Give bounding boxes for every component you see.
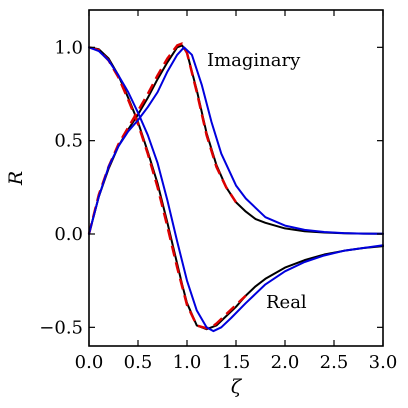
y-tick-label: 1.0 — [54, 37, 83, 58]
series-layer — [87, 42, 384, 333]
x-tick-label: 0.0 — [75, 352, 104, 373]
series-line-5 — [88, 46, 384, 333]
series-line-6 — [88, 46, 384, 235]
plot-frame — [88, 9, 384, 347]
x-tick-label: 2.5 — [320, 352, 349, 373]
annotation-imaginary: Imaginary — [207, 50, 301, 71]
annotation-real: Real — [266, 292, 307, 313]
y-tick-label: 0.0 — [54, 224, 83, 245]
y-tick-label: 0.5 — [54, 131, 83, 152]
y-axis-label: R — [5, 171, 27, 186]
plot-background — [89, 10, 383, 346]
x-tick-label: 3.0 — [369, 352, 398, 373]
series-line-2 — [88, 44, 384, 235]
x-axis-label: ζ — [231, 376, 243, 398]
x-tick-label: 1.0 — [173, 352, 202, 373]
x-tick-label: 1.5 — [222, 352, 251, 373]
x-tick-label: 2.0 — [271, 352, 300, 373]
y-tick-label: −0.5 — [39, 317, 83, 338]
ticks-layer: 0.0 0.5 1.0 1.5 2.0 2.5 3.0 −0.5 0.0 0.5 1.0 — [39, 10, 397, 373]
x-tick-label: 0.5 — [124, 352, 153, 373]
